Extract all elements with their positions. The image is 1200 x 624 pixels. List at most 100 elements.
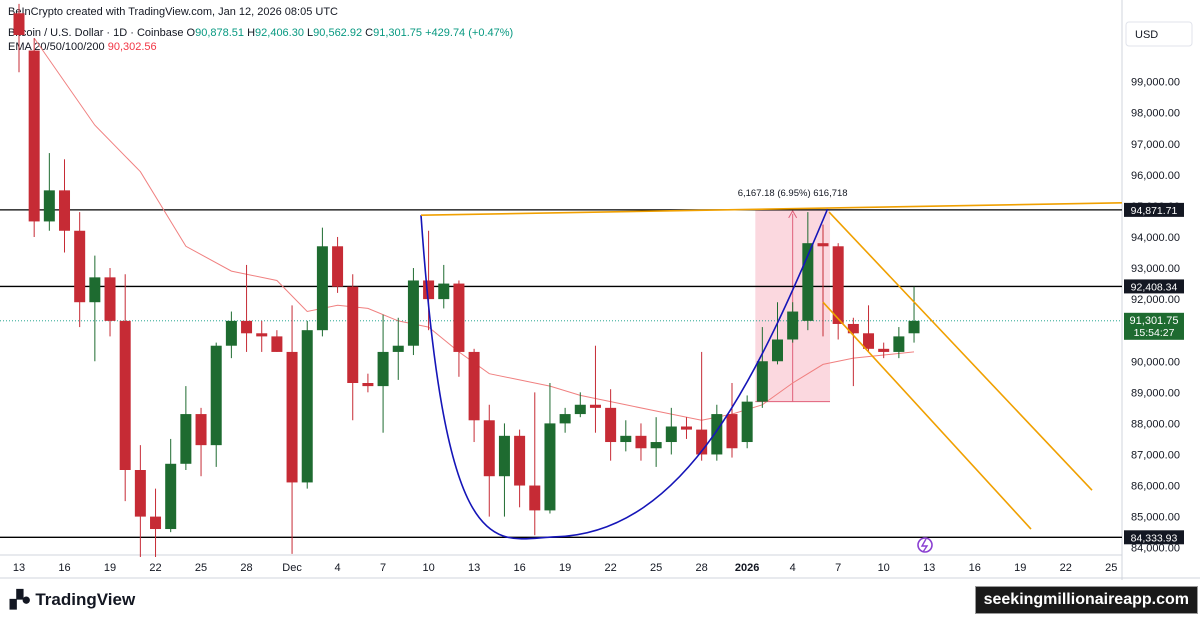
y-tick-label: 98,000.00 xyxy=(1131,108,1180,120)
channel-upper-line xyxy=(828,211,1093,491)
low-label: L xyxy=(307,27,314,39)
x-tick-label: Dec xyxy=(282,562,302,574)
candle-body xyxy=(43,190,55,222)
candle-body xyxy=(28,50,40,222)
level-price-label: 94,871.71 xyxy=(1131,205,1178,217)
high-value: 92,406.30 xyxy=(255,27,304,39)
x-tick-label: 25 xyxy=(195,562,207,574)
x-tick-label: 22 xyxy=(605,562,617,574)
candle-body xyxy=(332,246,344,287)
candle-body xyxy=(847,323,859,334)
candle-body xyxy=(483,420,495,477)
candle-body xyxy=(392,345,404,352)
candle-body xyxy=(195,414,207,446)
x-tick-label: 28 xyxy=(240,562,252,574)
candle-body xyxy=(787,311,799,340)
candle-body xyxy=(589,404,601,408)
x-tick-label: 16 xyxy=(969,562,981,574)
candle-body xyxy=(134,470,146,517)
candle-body xyxy=(772,339,783,362)
candle-body xyxy=(104,277,116,321)
close-label: C xyxy=(365,27,374,39)
x-tick-label: 13 xyxy=(13,562,25,574)
candle-body xyxy=(832,246,844,324)
open-value: 90,878.51 xyxy=(195,27,245,39)
tradingview-logo-icon: ▞● xyxy=(10,590,31,609)
candle-body xyxy=(89,277,101,303)
event-icon-bolt xyxy=(920,538,929,553)
x-tick-label: 13 xyxy=(468,562,480,574)
candle-body xyxy=(620,435,632,443)
candle-body xyxy=(150,516,162,530)
candle-body xyxy=(286,351,298,483)
measure-arrowhead xyxy=(788,209,798,219)
last-price-label: 91,301.75 xyxy=(1130,315,1179,327)
open-label: O xyxy=(186,27,196,39)
candle-body xyxy=(210,345,222,446)
x-tick-label: 10 xyxy=(878,562,890,574)
y-tick-label: 92,000.00 xyxy=(1131,294,1180,306)
candle-body xyxy=(347,286,359,383)
low-value: 90,562.92 xyxy=(313,27,363,39)
channel-lower-line xyxy=(822,301,1032,530)
bar-countdown-label: 15:54:27 xyxy=(1134,327,1175,339)
tradingview-logo[interactable]: ▞● TradingView xyxy=(10,590,135,610)
ohlc-legend: Bitcoin / U.S. Dollar · 1D · Coinbase O9… xyxy=(8,27,513,39)
y-tick-label: 93,000.00 xyxy=(1131,263,1180,275)
level-price-badge xyxy=(1124,279,1184,294)
candle-body xyxy=(468,351,480,421)
x-tick-label: 4 xyxy=(335,562,341,574)
y-tick-label: 99,000.00 xyxy=(1131,77,1180,89)
y-tick-label: 90,000.00 xyxy=(1131,356,1180,368)
candle-body xyxy=(741,401,753,443)
x-tick-label: 16 xyxy=(513,562,525,574)
chart-credit: BeInCrypto created with TradingView.com,… xyxy=(8,6,338,18)
high-label: H xyxy=(247,27,256,39)
symbol-label: Bitcoin / U.S. Dollar · 1D · Coinbase xyxy=(8,27,184,39)
candle-body xyxy=(817,243,829,247)
candle-body xyxy=(665,426,677,443)
x-tick-label: 25 xyxy=(650,562,662,574)
event-icon xyxy=(917,537,933,553)
y-tick-label: 88,000.00 xyxy=(1131,418,1180,430)
x-tick-label: 19 xyxy=(1014,562,1026,574)
candle-body xyxy=(650,442,662,449)
x-tick-label: 2026 xyxy=(735,562,759,574)
y-tick-label: 85,000.00 xyxy=(1131,512,1180,524)
ema-value: 90,302.56 xyxy=(107,41,157,53)
y-tick-label: 89,000.00 xyxy=(1131,387,1180,399)
candle-body xyxy=(696,429,708,455)
x-tick-label: 28 xyxy=(696,562,708,574)
y-tick-label: 96,000.00 xyxy=(1131,170,1180,182)
candle-body xyxy=(59,190,71,231)
candle-body xyxy=(514,435,526,486)
x-tick-label: 7 xyxy=(380,562,386,574)
y-tick-label: 87,000.00 xyxy=(1131,449,1180,461)
candle-body xyxy=(316,246,328,331)
ema-legend: EMA 20/50/100/200 90,302.56 xyxy=(8,41,157,53)
x-tick-label: 22 xyxy=(1060,562,1072,574)
x-tick-label: 16 xyxy=(58,562,70,574)
candle-body xyxy=(119,320,131,470)
level-price-badge xyxy=(1124,530,1184,545)
last-price-badge xyxy=(1124,312,1184,340)
y-tick-label: 94,000.00 xyxy=(1131,232,1180,244)
cup-rim-line xyxy=(420,201,1122,217)
candle-body xyxy=(635,435,647,449)
level-price-badge xyxy=(1124,202,1184,217)
x-tick-label: 7 xyxy=(835,562,841,574)
change-value: +429.74 (+0.47%) xyxy=(425,27,514,39)
candle-body xyxy=(726,414,738,449)
y-tick-label: 84,000.00 xyxy=(1131,543,1180,555)
candle-body xyxy=(180,414,192,464)
candle-body xyxy=(605,407,617,443)
candle-body xyxy=(271,336,283,352)
candle-body xyxy=(878,348,890,352)
close-value: 91,301.75 xyxy=(373,27,423,39)
candle-body xyxy=(711,414,723,455)
ema-line xyxy=(33,37,915,421)
candle-body xyxy=(498,435,510,477)
plot-area xyxy=(0,3,1122,557)
candle-body xyxy=(574,404,586,415)
